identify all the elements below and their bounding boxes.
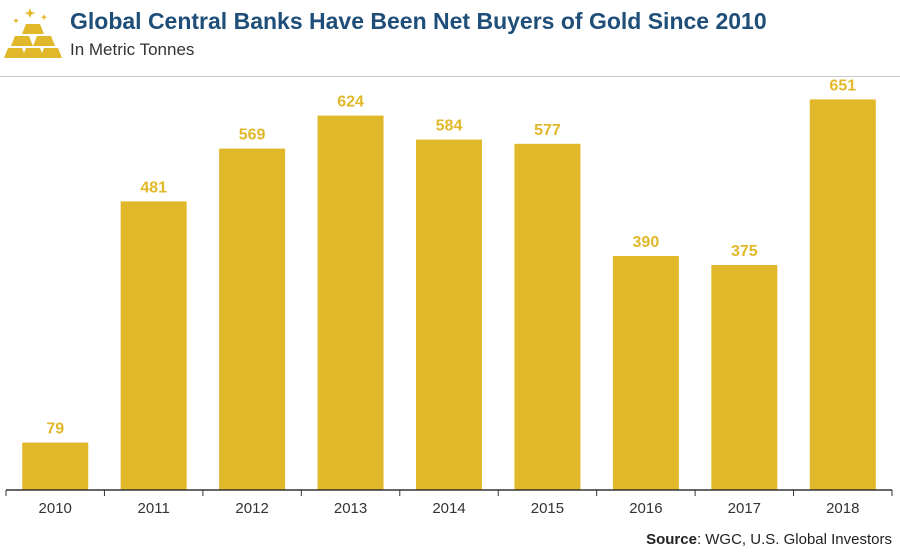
x-tick-label: 2016	[629, 500, 662, 517]
data-label: 79	[46, 421, 64, 438]
x-tick-label: 2018	[826, 500, 859, 517]
bar	[120, 201, 187, 490]
chart-subtitle: In Metric Tonnes	[70, 40, 195, 59]
x-tick-label: 2014	[432, 500, 465, 517]
chart-title: Global Central Banks Have Been Net Buyer…	[70, 8, 767, 34]
x-tick-label: 2012	[235, 500, 268, 517]
bar	[317, 115, 384, 490]
bar	[809, 99, 876, 491]
data-label: 624	[337, 94, 364, 111]
data-label: 569	[239, 127, 266, 144]
x-tick-label: 2011	[138, 500, 170, 517]
x-tick-label: 2015	[531, 500, 564, 517]
data-label: 584	[436, 118, 463, 135]
x-tick-label: 2017	[728, 500, 761, 517]
bar	[612, 256, 679, 490]
source-label: Source	[646, 531, 697, 548]
bar	[711, 265, 778, 490]
data-label: 651	[829, 77, 856, 94]
bar	[416, 139, 482, 490]
data-label: 390	[633, 234, 660, 251]
gold-bars-icon	[4, 8, 62, 58]
chart-header: Global Central Banks Have Been Net Buyer…	[0, 0, 900, 77]
source-text: : WGC, U.S. Global Investors	[696, 531, 892, 548]
bar	[22, 442, 89, 490]
data-label: 577	[534, 122, 561, 139]
x-tick-label: 2010	[39, 500, 72, 517]
data-label: 481	[140, 179, 167, 196]
bar	[514, 143, 581, 491]
bar	[219, 148, 286, 490]
data-label: 375	[731, 243, 758, 260]
source-note: Source: WGC, U.S. Global Investors	[646, 531, 892, 548]
x-tick-label: 2013	[334, 500, 367, 517]
bar-chart: 79 2010 481 2011 569 2012 624 2013 584 2014 577 201…	[5, 77, 893, 517]
